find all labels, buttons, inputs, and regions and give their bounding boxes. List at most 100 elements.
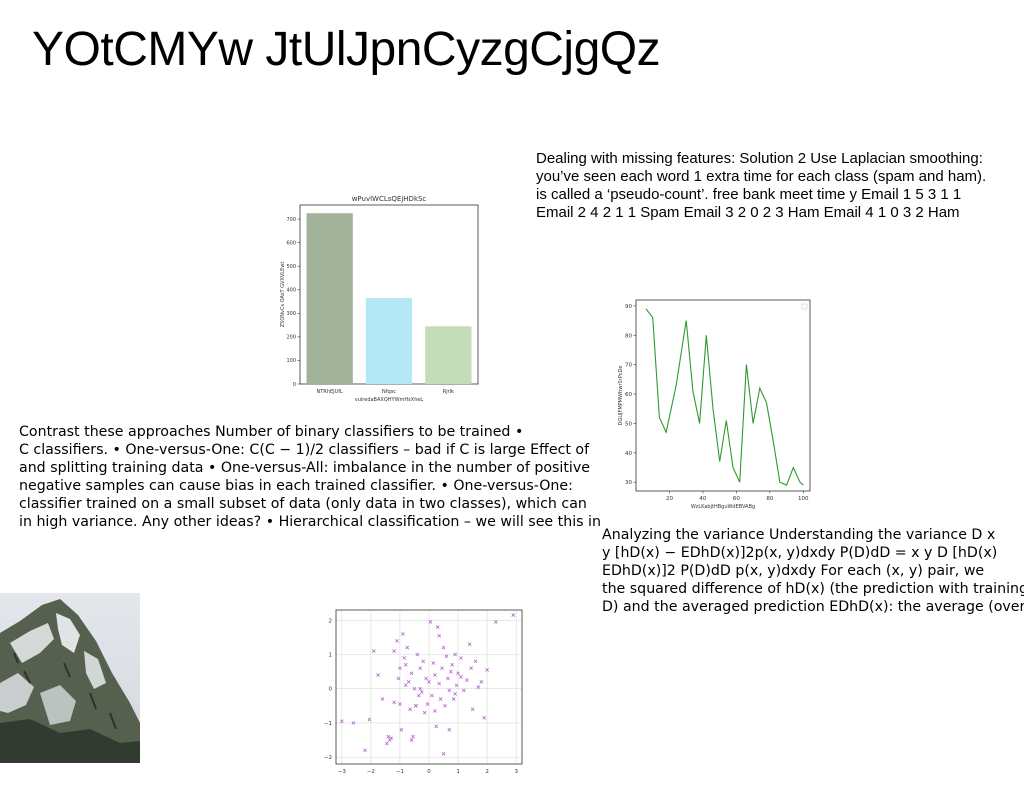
- page-title: YOtCMYw JtUlJpnCyzgCjgQz: [32, 23, 661, 76]
- scatter-point: [437, 681, 442, 686]
- scatter-point: [432, 709, 437, 713]
- scatter-point: [416, 693, 421, 698]
- scatter-point: [396, 676, 401, 681]
- x-axis-label: vulredaBAXQHYWmHsXheL: [355, 397, 424, 403]
- scatter-point: [432, 673, 437, 677]
- bar: [306, 213, 353, 384]
- y-tick-label: 300: [286, 311, 296, 317]
- scatter-point: [434, 724, 439, 729]
- plot-frame: [335, 609, 523, 765]
- scatter-point: [444, 654, 449, 659]
- x-tick-label: 0: [427, 769, 431, 775]
- scatter-point: [409, 671, 414, 676]
- scatter-point: [467, 642, 472, 647]
- y-tick-label: 40: [625, 451, 632, 457]
- classifier-approaches-text: Contrast these approaches Number of bina…: [19, 423, 601, 531]
- x-tick-label: Nfqsc: [382, 389, 396, 395]
- scatter-point: [453, 691, 458, 696]
- scatter-point: [425, 702, 430, 706]
- bar: [425, 326, 472, 384]
- text-line: and splitting training data • One-versus…: [19, 460, 590, 476]
- y-tick-label: 2: [329, 618, 333, 624]
- text-line: the squared difference of hD(x) (the pre…: [602, 581, 1024, 597]
- scatter-point: [473, 659, 478, 664]
- scatter-point: [476, 685, 481, 689]
- series-line: [645, 308, 804, 486]
- scatter-point: [415, 652, 420, 657]
- scatter-point: [419, 690, 424, 694]
- scatter-point: [428, 620, 433, 624]
- x-tick-label: NTRhEJUfL: [317, 389, 343, 395]
- scatter-point: [469, 666, 473, 671]
- bar: [365, 298, 413, 384]
- scatter-point: [399, 727, 404, 732]
- scatter-point: [398, 666, 402, 671]
- scatter-point: [441, 645, 446, 650]
- scatter-point: [351, 721, 356, 725]
- scatter-point: [511, 613, 516, 617]
- scatter-point: [339, 719, 344, 724]
- text-line: Dealing with missing features: Solution …: [536, 150, 983, 167]
- x-tick-label: −3: [338, 769, 347, 775]
- y-tick-label: 70: [625, 363, 632, 369]
- y-tick-label: 0: [329, 687, 333, 693]
- x-tick-label: 3: [514, 769, 518, 775]
- scatter-point: [418, 686, 423, 691]
- scatter-point: [408, 707, 412, 712]
- y-axis-label: DGUJFMPMWItwrSrPcDe: [618, 366, 624, 426]
- scatter-point: [430, 693, 434, 698]
- bar-chart: wPuvlWCLsQEjHDkSc NTRhEJUfL Nfqsc Rjrlk 0 100…: [280, 195, 479, 403]
- scatter-point: [454, 683, 459, 688]
- scatter-point: [451, 697, 456, 701]
- scatter-point: [431, 661, 436, 665]
- scatter-point: [435, 625, 440, 629]
- x-tick-label: 1: [456, 769, 460, 775]
- text-line: in high variance. Any other ideas? • Hie…: [19, 514, 601, 530]
- scatter-point: [380, 697, 385, 701]
- scatter-point: [448, 669, 453, 674]
- y-axis-label: ZSONvCs OAsT GVXVLEwt: [280, 262, 286, 328]
- y-tick-label: 60: [625, 392, 632, 398]
- y-tick-label: 0: [293, 382, 296, 388]
- scatter-point: [485, 668, 489, 672]
- y-tick-label: 600: [286, 240, 296, 246]
- scatter-point: [440, 666, 444, 671]
- text-line: negative samples can cause bias in each …: [19, 478, 573, 494]
- scatter-point: [376, 673, 380, 677]
- text-line: D) and the averaged prediction EDhD(x): …: [602, 599, 1024, 615]
- y-tick-label: 700: [286, 217, 296, 223]
- y-tick-label: 500: [286, 264, 296, 270]
- x-tick-label: 60: [733, 496, 740, 502]
- plot-frame: [635, 299, 811, 492]
- scatter-point: [389, 736, 394, 741]
- scatter-point: [443, 703, 447, 708]
- scatter-point: [409, 738, 414, 742]
- scatter-point: [386, 734, 391, 739]
- text-line: classifier trained on a small subset of …: [19, 496, 587, 512]
- y-tick-label: −2: [324, 755, 332, 761]
- scatter-point: [424, 676, 428, 681]
- y-tick-label: 30: [625, 480, 632, 486]
- scatter-point: [422, 710, 427, 715]
- x-tick-label: Rjrlk: [443, 389, 454, 395]
- scatter-point: [470, 707, 475, 712]
- scatter-point: [464, 678, 469, 683]
- scatter-point: [402, 656, 407, 660]
- scatter-point: [405, 645, 410, 650]
- y-tick-label: 400: [286, 288, 296, 294]
- scatter-point: [450, 662, 455, 667]
- scatter-point: [447, 727, 452, 732]
- x-tick-label: 100: [798, 496, 809, 502]
- scatter-point: [414, 703, 418, 708]
- scatter-point: [493, 620, 498, 624]
- scatter-point: [367, 717, 372, 722]
- scatter-point: [437, 633, 442, 638]
- text-line: Contrast these approaches Number of bina…: [19, 424, 524, 440]
- scatter-point: [403, 662, 408, 667]
- scatter-point: [418, 666, 423, 671]
- scatter-point: [482, 715, 487, 720]
- scatter-point: [385, 741, 389, 746]
- scatter-point: [392, 700, 396, 705]
- x-tick-label: −1: [396, 769, 404, 775]
- x-tick-label: 2: [485, 769, 489, 775]
